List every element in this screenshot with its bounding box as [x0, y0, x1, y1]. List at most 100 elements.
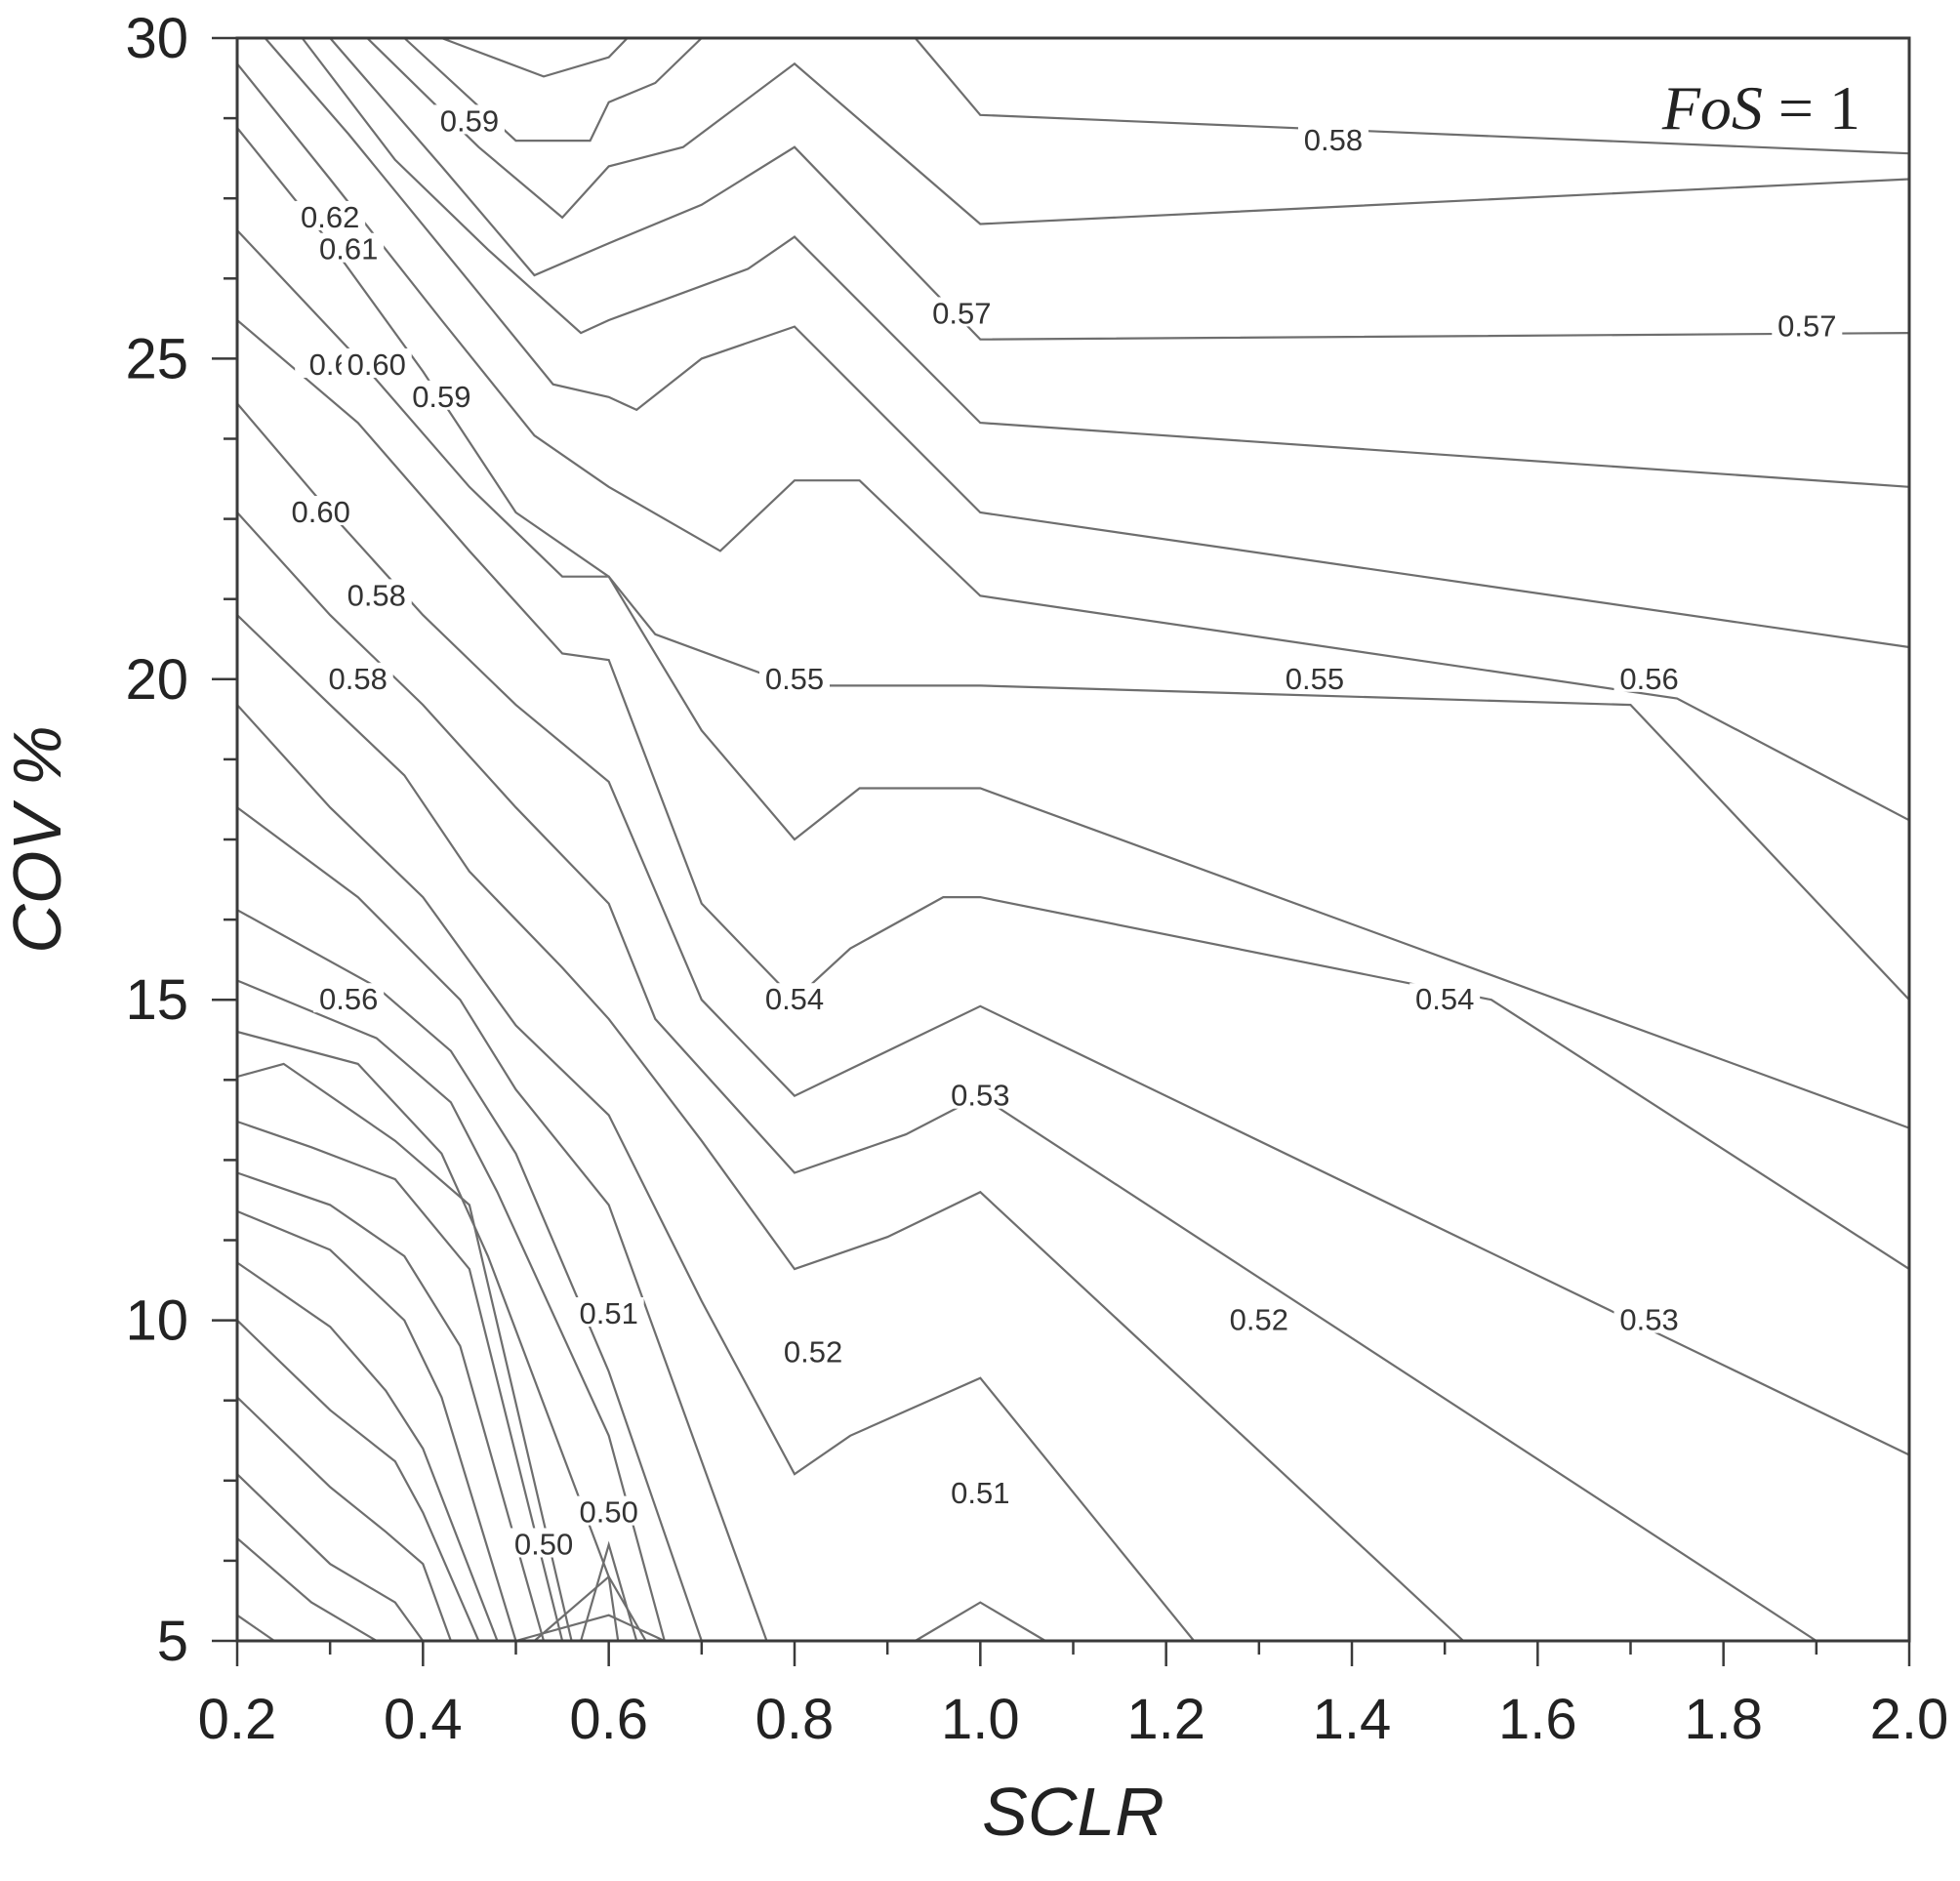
contour-label-bg	[285, 496, 356, 526]
contour-line-5	[236, 1319, 480, 1642]
contour-label-19: 0.56	[1619, 662, 1678, 696]
y-tick-label: 25	[125, 327, 188, 390]
contour-line-33	[915, 1601, 1046, 1642]
contour-label-bg	[341, 579, 412, 609]
contour-line-19	[236, 319, 1910, 1271]
x-axis-ticks: 0.2 0.4 0.6 0.8 1.0 1.2 1.4 1.6 1.8 2.0	[198, 1641, 1949, 1751]
x-tick-label: 2.0	[1870, 1688, 1949, 1751]
contour-label-6: 0.59	[412, 380, 470, 414]
contour-label-18: 0.55	[1286, 662, 1344, 696]
contour-label-bg	[433, 104, 505, 135]
y-tick-label: 30	[125, 7, 188, 70]
contour-label-13: 0.50	[514, 1527, 573, 1561]
fos-variable: FoS	[1661, 73, 1763, 143]
contour-line-29	[914, 37, 1910, 155]
contour-label-bg	[341, 348, 412, 378]
y-tick-label: 15	[125, 968, 188, 1032]
contour-label-8: 0.58	[347, 578, 406, 612]
contour-label-23: 0.52	[784, 1334, 842, 1369]
contour-label-bg	[1223, 1303, 1294, 1333]
contour-label-17: 0.55	[765, 662, 824, 696]
contour-label-bg	[759, 662, 830, 692]
contour-line-26	[366, 37, 1910, 225]
contour-label-bg	[1613, 1303, 1685, 1333]
x-tick-label: 1.6	[1498, 1688, 1577, 1751]
contour-label-22: 0.53	[951, 1079, 1009, 1113]
contour-label-bg	[573, 1495, 644, 1526]
contour-label-bg	[406, 380, 477, 410]
contour-line-32	[580, 1540, 638, 1642]
contour-label-9: 0.58	[329, 662, 388, 696]
contour-line-4	[236, 1396, 452, 1642]
contour-line-9	[236, 1120, 564, 1642]
x-tick-label: 0.2	[198, 1688, 277, 1751]
y-axis-ticks: 5 10 15 20 25 30	[125, 7, 237, 1673]
fos-relation: = 1	[1763, 73, 1860, 143]
contour-line-24	[301, 37, 1910, 488]
contour-label-15: 0.57	[932, 296, 991, 330]
contour-label-bg	[509, 1528, 580, 1558]
y-axis-title: COV %	[0, 725, 75, 953]
contour-line-2	[236, 1537, 378, 1642]
contour-line-12	[236, 979, 666, 1642]
x-tick-label: 1.8	[1684, 1688, 1763, 1751]
y-tick-label: 5	[157, 1610, 188, 1673]
fos-annotation: FoS = 1	[1661, 73, 1860, 143]
contour-line-11	[236, 1030, 620, 1642]
x-tick-label: 0.4	[384, 1688, 463, 1751]
contour-label-bg	[1772, 309, 1843, 340]
contour-label-25: 0.53	[1619, 1303, 1678, 1337]
contour-label-bg	[1279, 662, 1350, 692]
contour-line-1	[236, 1614, 275, 1642]
x-tick-label: 1.0	[941, 1688, 1020, 1751]
contour-line-3	[236, 1473, 425, 1642]
x-axis-title: SCLR	[982, 1774, 1164, 1850]
y-tick-label: 20	[125, 648, 188, 712]
contour-label-5: 0.60	[347, 348, 406, 382]
contour-line-8	[236, 1171, 546, 1642]
contour-label-bg	[573, 1297, 644, 1328]
contour-label-bg	[313, 232, 385, 263]
contour-label-12: 0.50	[579, 1495, 637, 1530]
contour-line-22	[236, 62, 1910, 822]
contour-label-bg	[926, 297, 998, 327]
x-tick-label: 1.4	[1313, 1688, 1392, 1751]
contour-line-31	[533, 1574, 647, 1642]
contour-label-20: 0.54	[765, 982, 824, 1016]
contour-line-6	[236, 1261, 499, 1642]
contour-label-1: 0.62	[301, 200, 359, 234]
contour-line-30	[515, 1614, 666, 1643]
contour-label-3: 0.59	[440, 103, 499, 138]
contour-label-14: 0.58	[1304, 123, 1363, 157]
contour-label-bg	[778, 1335, 849, 1366]
contour-lines	[236, 36, 1910, 1643]
contour-label-26: 0.51	[951, 1476, 1009, 1510]
contour-line-20	[236, 229, 1910, 1129]
contour-line-23	[264, 37, 1910, 649]
contour-line-21	[236, 127, 1910, 1001]
contour-label-11: 0.51	[579, 1296, 637, 1330]
contour-label-16: 0.57	[1777, 309, 1836, 344]
contour-line-15	[236, 704, 1196, 1642]
contour-line-7	[236, 1209, 517, 1642]
contour-label-bg	[313, 983, 385, 1013]
contour-label-bg	[759, 983, 830, 1013]
x-tick-label: 0.6	[569, 1688, 648, 1751]
contour-label-bg	[945, 1079, 1016, 1109]
contour-label-bg	[1613, 662, 1685, 692]
contour-line-16	[236, 614, 1464, 1642]
contour-label-bg	[1409, 983, 1481, 1013]
contour-label-7: 0.60	[291, 495, 349, 529]
contour-label-24: 0.52	[1230, 1303, 1288, 1337]
contour-labels: 0.620.610.590.60.600.590.600.580.580.560…	[285, 103, 1843, 1561]
contour-label-bg	[322, 662, 393, 692]
x-tick-label: 0.8	[755, 1688, 835, 1751]
contour-line-10	[236, 1062, 573, 1642]
contour-label-2: 0.61	[319, 232, 378, 266]
x-tick-label: 1.2	[1126, 1688, 1205, 1751]
contour-line-18	[236, 402, 1910, 1456]
contour-label-bg	[945, 1476, 1016, 1506]
contour-label-bg	[295, 200, 366, 230]
contour-line-17	[236, 511, 1817, 1642]
